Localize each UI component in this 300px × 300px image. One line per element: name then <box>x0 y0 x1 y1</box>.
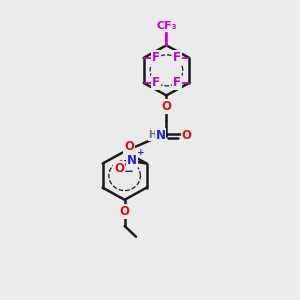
Text: O: O <box>124 140 134 153</box>
Text: O: O <box>120 205 130 218</box>
Text: F: F <box>152 76 160 89</box>
Text: F: F <box>172 76 181 89</box>
Text: CF₃: CF₃ <box>156 21 177 31</box>
Text: F: F <box>152 51 160 64</box>
Text: −: − <box>124 165 134 178</box>
Text: N: N <box>155 129 166 142</box>
Text: O: O <box>114 162 124 175</box>
Text: +: + <box>137 148 145 157</box>
Text: O: O <box>182 129 192 142</box>
Text: O: O <box>161 100 171 113</box>
Text: N: N <box>127 154 137 167</box>
Text: F: F <box>172 51 181 64</box>
Text: H: H <box>148 130 157 140</box>
